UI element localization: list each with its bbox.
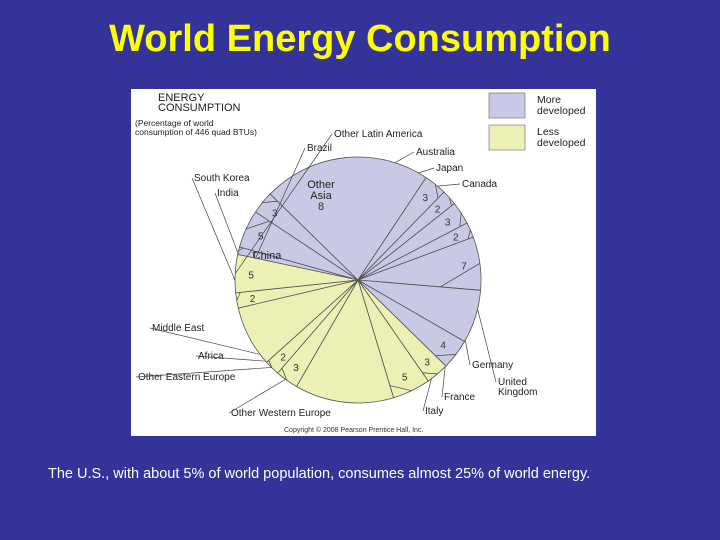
- value-label-france: 3: [445, 218, 451, 229]
- value-label-united-kingdom: 2: [435, 204, 441, 215]
- value-label-italy: 2: [453, 233, 459, 244]
- legend-swatch-less-developed: [488, 124, 526, 151]
- slice-label-other-eastern-europe: Other Eastern Europe: [138, 372, 236, 383]
- slice-label-other-western-europe: Other Western Europe: [231, 408, 331, 419]
- pie-chart-panel: 1Australia5Japan3CanadaUSA223Germany2Uni…: [131, 89, 596, 436]
- pie-slice-china: [295, 278, 395, 404]
- pie-chart: 1Australia5Japan3CanadaUSA223Germany2Uni…: [135, 92, 586, 434]
- value-label-germany: 3: [423, 193, 429, 204]
- slice-label-middle-east: Middle East: [152, 323, 204, 334]
- slide-caption: The U.S., with about 5% of world populat…: [48, 466, 591, 482]
- slice-label-india: India: [217, 188, 239, 199]
- legend-label-less-developed: Less developed: [537, 126, 586, 149]
- slice-label-united-kingdom: United Kingdom: [498, 377, 537, 398]
- slice-label-brazil: Brazil: [307, 143, 332, 154]
- legend-swatch-more-developed: [488, 92, 526, 119]
- value-label-brazil: 2: [250, 294, 256, 305]
- slice-label-australia: Australia: [416, 147, 455, 158]
- value-label-other-western-europe: 7: [461, 262, 467, 273]
- value-label-middle-east: 5: [402, 372, 408, 383]
- value-label-other-latin-america: 5: [248, 270, 254, 281]
- slice-label-africa: Africa: [198, 351, 224, 362]
- slice-label-other-asia: Other Asia: [307, 179, 335, 202]
- copyright-text: Copyright © 2008 Pearson Prentice Hall, …: [284, 426, 423, 434]
- chart-subtitle: (Percentage of world consumption of 446 q…: [135, 118, 257, 137]
- value-label-india: 3: [293, 363, 299, 374]
- pie-slice-usa: [269, 156, 427, 281]
- value-label-other-eastern-europe: 4: [440, 341, 446, 352]
- leader-line-other-latin-america: [234, 133, 333, 274]
- value-label-africa: 3: [424, 358, 430, 369]
- slice-label-germany: Germany: [472, 360, 513, 371]
- value-label-other-asia: 8: [318, 201, 324, 213]
- slide-title: World Energy Consumption: [109, 18, 611, 60]
- value-label-australia: 1: [251, 251, 257, 262]
- value-label-south-korea: 2: [280, 353, 286, 364]
- slice-label-south-korea: South Korea: [194, 173, 250, 184]
- slice-label-other-latin-america: Other Latin America: [334, 129, 423, 140]
- chart-title: ENERGY CONSUMPTION: [158, 92, 241, 114]
- slice-label-france: France: [444, 392, 476, 403]
- legend-label-more-developed: More developed: [537, 94, 586, 117]
- slice-label-italy: Italy: [425, 406, 443, 417]
- slice-label-canada: Canada: [462, 179, 497, 190]
- slice-label-japan: Japan: [436, 163, 463, 174]
